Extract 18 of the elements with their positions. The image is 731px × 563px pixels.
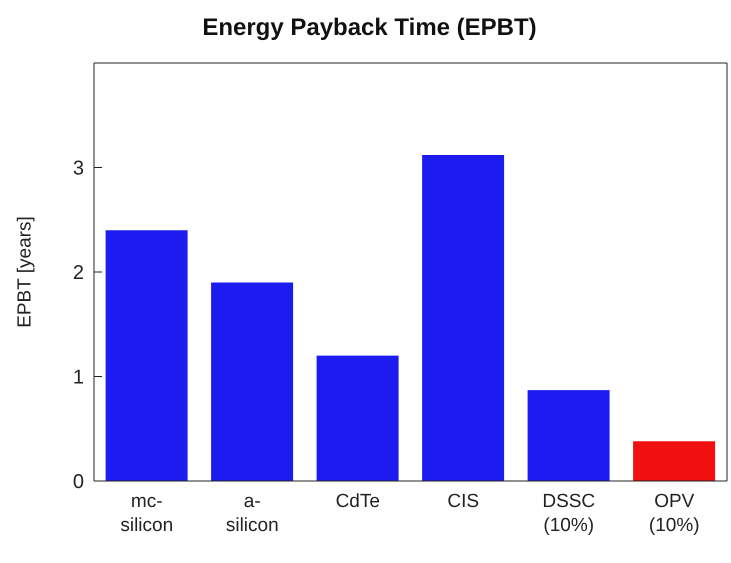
chart-title: Energy Payback Time (EPBT) <box>201 13 538 43</box>
bar <box>528 390 610 481</box>
x-tick-label: CdTe <box>336 491 380 512</box>
bar <box>106 230 188 481</box>
x-tick-label: CIS <box>447 491 480 512</box>
bar <box>633 441 716 481</box>
y-tick-label: 0 <box>72 471 84 494</box>
x-tick-label: a- silicon <box>226 491 279 536</box>
bar <box>422 154 504 481</box>
y-tick-label: 3 <box>72 158 84 180</box>
y-tick-label: 2 <box>72 262 84 284</box>
x-tick-label: DSSC (10%) <box>542 491 596 536</box>
y-tick-label: 1 <box>72 366 84 389</box>
bar <box>316 356 399 481</box>
bar <box>211 282 294 481</box>
y-axis-title: EPBT [years] <box>14 216 36 328</box>
x-tick-label: OPV (10%) <box>648 491 700 536</box>
x-tick-label: mc- silicon <box>120 491 174 536</box>
